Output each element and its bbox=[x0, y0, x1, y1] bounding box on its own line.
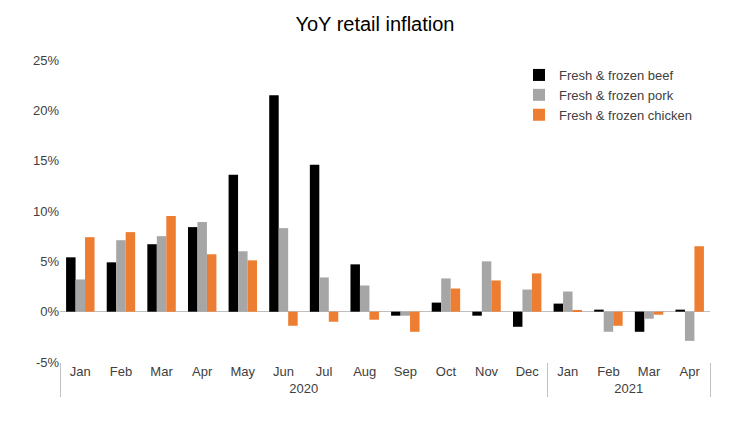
svg-text:Mar: Mar bbox=[638, 364, 661, 379]
svg-text:Feb: Feb bbox=[110, 364, 132, 379]
svg-text:Jun: Jun bbox=[273, 364, 294, 379]
svg-text:25%: 25% bbox=[33, 53, 59, 68]
svg-text:Jan: Jan bbox=[557, 364, 578, 379]
svg-text:Aug: Aug bbox=[353, 364, 376, 379]
svg-text:15%: 15% bbox=[33, 153, 59, 168]
svg-text:May: May bbox=[231, 364, 256, 379]
svg-text:2021: 2021 bbox=[614, 381, 643, 396]
svg-text:Apr: Apr bbox=[192, 364, 213, 379]
svg-text:2020: 2020 bbox=[289, 381, 318, 396]
svg-text:Sep: Sep bbox=[394, 364, 417, 379]
svg-text:Fresh & frozen pork: Fresh & frozen pork bbox=[559, 88, 674, 103]
svg-text:5%: 5% bbox=[40, 254, 59, 269]
svg-text:Nov: Nov bbox=[475, 364, 499, 379]
svg-text:Fresh & frozen chicken: Fresh & frozen chicken bbox=[559, 108, 692, 123]
svg-text:0%: 0% bbox=[40, 304, 59, 319]
svg-text:-5%: -5% bbox=[36, 355, 60, 370]
svg-text:YoY retail inflation: YoY retail inflation bbox=[295, 13, 454, 35]
svg-text:10%: 10% bbox=[33, 204, 59, 219]
svg-text:Jan: Jan bbox=[70, 364, 91, 379]
svg-text:20%: 20% bbox=[33, 103, 59, 118]
svg-text:Apr: Apr bbox=[680, 364, 701, 379]
svg-text:Feb: Feb bbox=[597, 364, 619, 379]
svg-text:Jul: Jul bbox=[316, 364, 333, 379]
svg-text:Dec: Dec bbox=[516, 364, 540, 379]
svg-text:Oct: Oct bbox=[436, 364, 457, 379]
svg-text:Mar: Mar bbox=[150, 364, 173, 379]
svg-text:Fresh & frozen beef: Fresh & frozen beef bbox=[559, 68, 674, 83]
